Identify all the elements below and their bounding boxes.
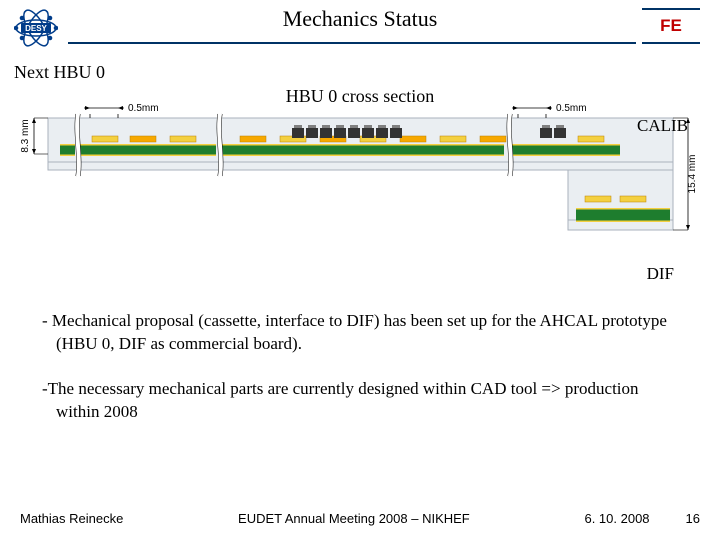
svg-text:8.3 mm: 8.3 mm	[20, 119, 31, 152]
bullet-2: -The necessary mechanical parts are curr…	[42, 378, 678, 424]
cross-section-diagram: 0.5mm 0.5mm 8.3 mm 15.4 mm	[20, 100, 700, 260]
svg-text:0.5mm: 0.5mm	[556, 103, 587, 114]
footer-title: EUDET Annual Meeting 2008 – NIKHEF	[123, 511, 584, 526]
bullets: - Mechanical proposal (cassette, interfa…	[42, 310, 678, 446]
header: DESY Mechanics Status FE	[0, 0, 720, 52]
calib-label: CALIB	[637, 116, 688, 136]
footer-page: 16	[686, 511, 700, 526]
bullet-1: - Mechanical proposal (cassette, interfa…	[42, 310, 678, 356]
footer: Mathias Reinecke EUDET Annual Meeting 20…	[0, 511, 720, 526]
title-underline	[68, 42, 636, 44]
fe-badge: FE	[642, 8, 700, 44]
page-title: Mechanics Status	[12, 6, 708, 32]
svg-text:15.4 mm: 15.4 mm	[687, 155, 698, 194]
footer-author: Mathias Reinecke	[20, 511, 123, 526]
dif-label: DIF	[647, 264, 674, 284]
svg-text:0.5mm: 0.5mm	[128, 103, 159, 114]
subhead-next-hbu0: Next HBU 0	[14, 62, 105, 83]
fe-text: FE	[660, 16, 682, 36]
footer-date: 6. 10. 2008	[584, 511, 649, 526]
desy-logo: DESY	[14, 8, 58, 53]
svg-text:DESY: DESY	[25, 24, 47, 33]
